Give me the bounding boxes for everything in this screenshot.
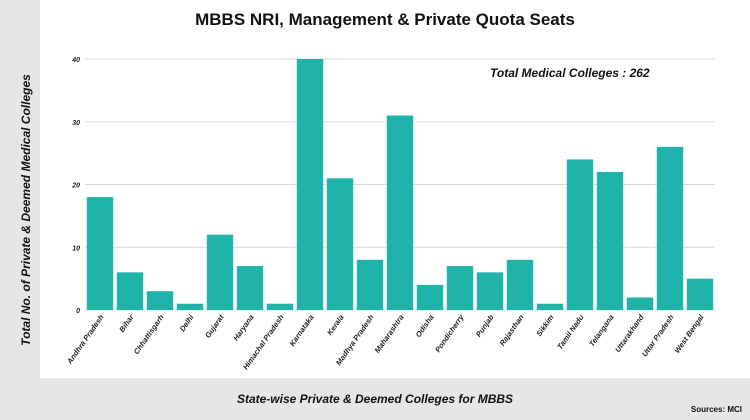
bar (686, 278, 714, 310)
y-tick-labels: 0 10 20 30 40 (71, 57, 80, 315)
bar (656, 146, 684, 310)
y-tick-label: 20 (71, 183, 80, 190)
x-tick-label: Punjab (474, 313, 496, 339)
bars (86, 59, 714, 310)
y-tick-label: 40 (71, 57, 80, 64)
y-tick-label: 0 (76, 308, 80, 315)
bar (416, 284, 444, 310)
x-tick-label: Pondicherry (433, 312, 466, 354)
bar (356, 259, 384, 310)
bar (86, 197, 114, 310)
total-colleges-annotation: Total Medical Colleges : 262 (490, 66, 650, 80)
bar (476, 272, 504, 310)
bar (626, 297, 654, 310)
bar (536, 303, 564, 310)
bar (446, 266, 474, 310)
x-tick-label: Delhi (178, 312, 196, 333)
x-tick-label: Rajasthan (498, 313, 526, 348)
y-tick-label: 10 (72, 245, 80, 252)
chart-title: MBBS NRI, Management & Private Quota Sea… (195, 10, 575, 29)
x-tick-label: Uttarakhand (613, 313, 646, 354)
x-tick-label: Maharashtra (373, 313, 406, 355)
source-note: Sources: MCI (690, 405, 742, 414)
bar (386, 115, 414, 310)
x-tick-label: Haryana (231, 313, 255, 342)
bar (206, 234, 234, 310)
bar (596, 171, 624, 310)
x-tick-label: Andhra Pradesh (64, 313, 105, 367)
x-tick-label: Odisha (414, 313, 436, 339)
bar (266, 303, 294, 310)
bar (566, 159, 594, 310)
x-tick-label: Bihar (117, 312, 136, 334)
x-tick-label: Uttar Pradesh (640, 313, 676, 359)
bar (116, 272, 144, 310)
x-tick-label: Kerala (325, 313, 346, 337)
y-tick-label: 30 (72, 120, 80, 127)
x-tick-label: Tamil Nadu (555, 313, 586, 351)
bar (506, 259, 534, 310)
bar (326, 178, 354, 310)
x-tick-label: Karnataka (287, 313, 315, 348)
x-tick-label: Chhattisgarh (132, 313, 166, 356)
bar (296, 59, 324, 310)
x-tick-label: Gujarat (203, 313, 226, 340)
bar (236, 266, 264, 310)
x-tick-label: Sikkim (534, 313, 555, 338)
x-axis-label: State-wise Private & Deemed Colleges for… (236, 392, 514, 406)
bar (146, 291, 174, 310)
x-tick-label: West Bengal (673, 312, 707, 355)
x-tick-label: Telangana (587, 313, 615, 348)
bar (176, 303, 204, 310)
